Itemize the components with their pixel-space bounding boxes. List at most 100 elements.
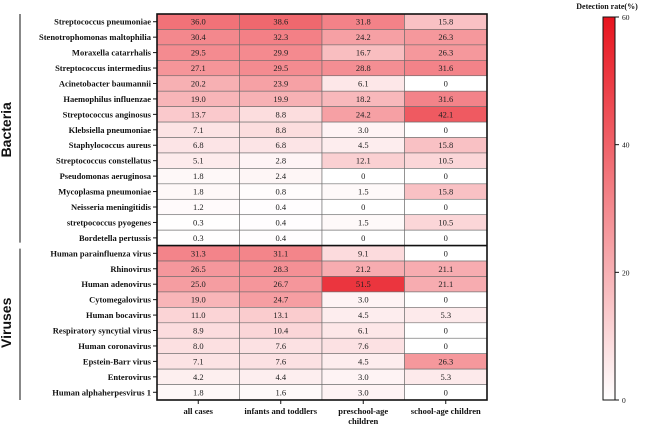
cell-value: 2.4: [275, 171, 286, 181]
cell-value: 0: [444, 341, 448, 351]
cell-value: 0: [444, 125, 448, 135]
row-label: Human adenovirus: [81, 279, 151, 289]
cell-value: 10.5: [438, 217, 453, 227]
cell-value: 1.8: [193, 387, 204, 397]
cell-value: 5.1: [193, 156, 204, 166]
cell-value: 28.8: [356, 63, 371, 73]
cell-value: 0.4: [275, 202, 286, 212]
cell-value: 6.8: [193, 140, 204, 150]
cell-value: 0.3: [193, 233, 204, 243]
cell-value: 1.5: [358, 217, 369, 227]
row-label: Cytomegalovirus: [89, 295, 152, 305]
row-label: Haemophilus influenzae: [63, 94, 151, 104]
cell-value: 18.2: [356, 94, 371, 104]
cell-value: 11.0: [191, 310, 206, 320]
cell-value: 13.7: [191, 109, 206, 119]
colorbar-gradient: [602, 16, 616, 401]
row-label: Stenotrophomonas maltophilia: [39, 32, 152, 42]
row-label: Mycoplasma pneumoniae: [58, 187, 151, 197]
cell-value: 0.3: [193, 217, 204, 227]
cell-value: 19.0: [191, 94, 206, 104]
row-label: Streptococcus intermedius: [55, 63, 152, 73]
cell-value: 15.8: [438, 140, 453, 150]
colorbar-tick-label: 0: [622, 396, 626, 405]
row-label: Streptococcus anginosus: [63, 109, 152, 119]
row-labels: Streptococcus pneumoniae Stenotrophomonas…: [39, 17, 157, 397]
group-label: Bacteria: [0, 102, 14, 157]
row-label: Staphylococcus aureus: [69, 140, 152, 150]
cell-value: 1.2: [193, 202, 204, 212]
heatmap-cells: 36.0 38.6 31.8 15.8 30.4 32.3 24.2 26.3 29.5 29.9…: [156, 13, 488, 401]
cell-value: 15.8: [438, 17, 453, 27]
colorbar: Detection rate(%) 0 20 40 60: [576, 2, 638, 405]
cell-value: 31.3: [191, 248, 206, 258]
column-label: infants and toddlers: [244, 406, 317, 416]
cell-value: 0.4: [275, 233, 286, 243]
cell-value: 1.8: [193, 171, 204, 181]
cell-value: 16.7: [356, 48, 371, 58]
row-label: Pseudomonas aeruginosa: [60, 171, 152, 181]
cell-value: 8.8: [275, 109, 286, 119]
cell-value: 3.0: [358, 372, 369, 382]
cell-value: 26.3: [438, 48, 453, 58]
cell-value: 6.1: [358, 78, 369, 88]
cell-value: 0: [444, 78, 448, 88]
column-labels: all cases infants and toddlers preschool-a…: [183, 400, 481, 426]
cell-value: 7.6: [275, 341, 286, 351]
cell-value: 4.5: [358, 310, 369, 320]
cell-value: 7.6: [358, 341, 369, 351]
cell-value: 29.5: [273, 63, 288, 73]
cell-value: 19.9: [273, 94, 288, 104]
cell-value: 0: [444, 202, 448, 212]
cell-value: 10.5: [438, 156, 453, 166]
cell-value: 15.8: [438, 187, 453, 197]
cell-value: 24.2: [356, 109, 371, 119]
cell-value: 31.1: [273, 248, 288, 258]
cell-value: 38.6: [273, 17, 288, 27]
colorbar-tick-label: 20: [622, 268, 630, 277]
cell-value: 12.1: [356, 156, 371, 166]
cell-value: 21.1: [438, 279, 453, 289]
cell-value: 8.0: [193, 341, 204, 351]
cell-value: 29.9: [273, 48, 288, 58]
row-label: Streptococcus constellatus: [56, 156, 152, 166]
row-label: Human alphaherpesvirus 1: [52, 387, 151, 397]
colorbar-title: Detection rate(%): [576, 2, 638, 11]
cell-value: 42.1: [438, 109, 453, 119]
cell-value: 9.1: [358, 248, 369, 258]
cell-value: 0: [444, 248, 448, 258]
cell-value: 10.4: [273, 326, 289, 336]
colorbar-tick-label: 60: [622, 13, 630, 22]
cell-value: 31.8: [356, 17, 371, 27]
cell-value: 1.8: [193, 187, 204, 197]
cell-value: 0: [361, 233, 365, 243]
group-label: Viruses: [0, 297, 14, 348]
row-label: Klebsiella pneumoniae: [69, 125, 152, 135]
cell-value: 26.7: [273, 279, 288, 289]
cell-value: 0.4: [275, 217, 286, 227]
cell-value: 4.5: [358, 356, 369, 366]
cell-value: 7.1: [193, 125, 204, 135]
row-label: Bordetella pertussis: [79, 233, 152, 243]
column-label: all cases: [183, 406, 213, 416]
cell-value: 30.4: [191, 32, 207, 42]
cell-value: 7.1: [193, 356, 204, 366]
cell-value: 26.3: [438, 32, 453, 42]
cell-value: 31.6: [438, 63, 453, 73]
column-label: school-age children: [411, 406, 481, 416]
cell-value: 0: [444, 171, 448, 181]
row-label: Epstein-Barr virus: [83, 356, 152, 366]
cell-value: 6.8: [275, 140, 286, 150]
cell-value: 32.3: [273, 32, 288, 42]
row-label: Human parainfluenza virus: [50, 248, 151, 258]
cell-value: 13.1: [273, 310, 288, 320]
cell-value: 0: [361, 202, 365, 212]
row-label: Moraxella catarrhalis: [72, 48, 152, 58]
cell-value: 7.6: [275, 356, 286, 366]
row-label: Respiratory syncytial virus: [53, 326, 152, 336]
cell-value: 20.2: [191, 78, 206, 88]
row-label: Human coronavirus: [78, 341, 152, 351]
cell-value: 19.0: [191, 295, 206, 305]
cell-value: 27.1: [191, 63, 206, 73]
cell-value: 5.3: [440, 310, 451, 320]
